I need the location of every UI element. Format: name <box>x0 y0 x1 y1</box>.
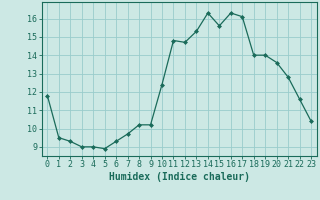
X-axis label: Humidex (Indice chaleur): Humidex (Indice chaleur) <box>109 172 250 182</box>
